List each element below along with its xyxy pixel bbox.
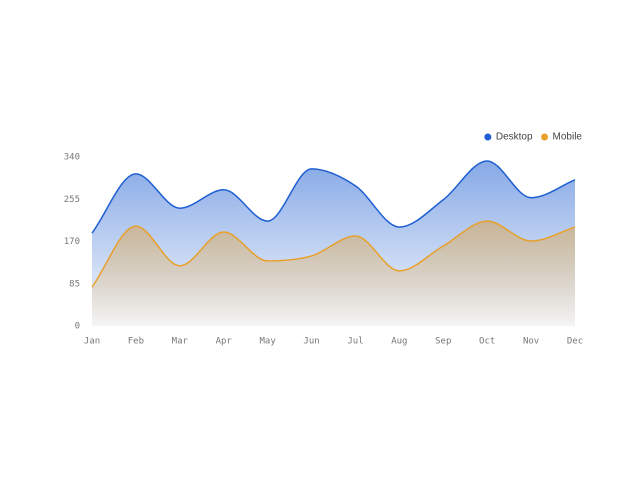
x-tick-label: Mar: [172, 337, 189, 347]
x-tick-label: Oct: [479, 337, 495, 347]
x-tick-label: May: [260, 337, 277, 347]
area: [92, 221, 575, 326]
legend-swatch: [541, 133, 549, 141]
line: [91, 220, 576, 288]
x-tick-label: Feb: [128, 337, 144, 347]
x-tick-label: Jul: [347, 337, 363, 347]
y-tick-label: 255: [64, 195, 80, 205]
x-tick-label: Nov: [523, 337, 539, 347]
y-tick-label: 340: [64, 153, 80, 163]
legend-label: Desktop: [496, 132, 533, 143]
legend-label: Mobile: [553, 132, 583, 143]
x-tick-label: Aug: [391, 337, 407, 347]
y-tick-label: 85: [69, 279, 80, 289]
y-tick-label: 170: [64, 237, 80, 247]
x-tick-label: Apr: [216, 337, 233, 347]
legend-swatch: [484, 133, 492, 141]
line: [91, 160, 576, 234]
y-tick-label: 0: [75, 322, 80, 332]
x-tick-label: Jan: [84, 337, 100, 347]
x-tick-label: Sep: [435, 337, 451, 347]
x-tick-label: Dec: [567, 337, 583, 347]
x-tick-label: Jun: [303, 337, 319, 347]
